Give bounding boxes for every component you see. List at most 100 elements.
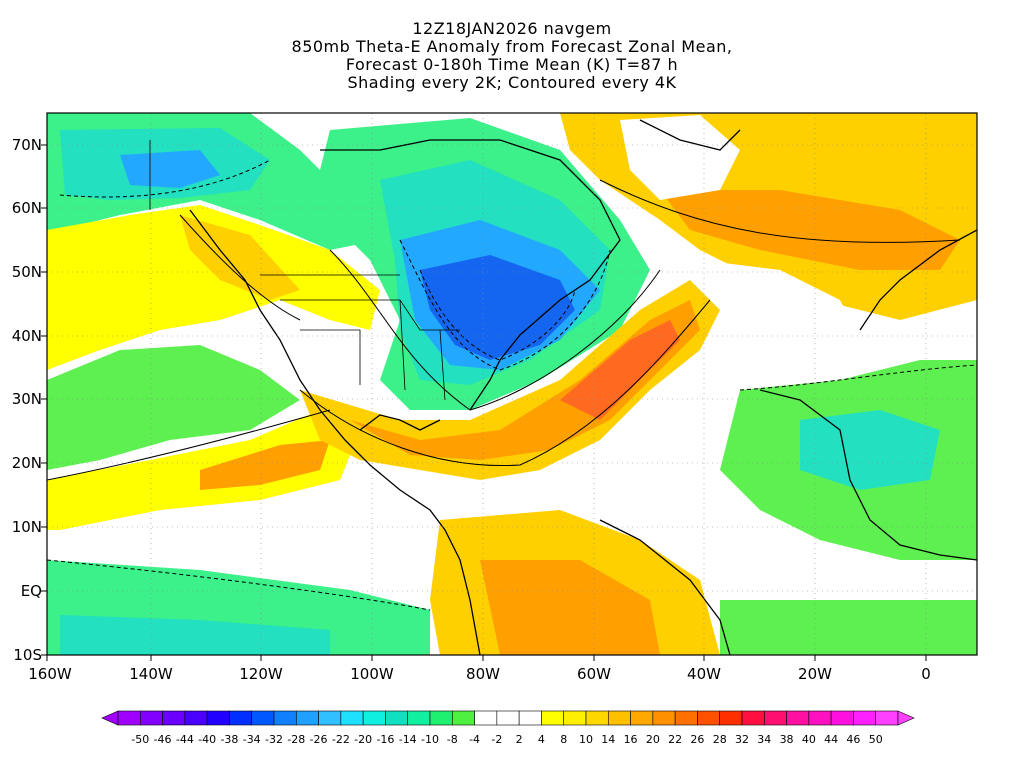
colorbar-arrow-right [897,710,915,726]
colorbar-label: -46 [154,733,172,746]
colorbar-label: 22 [668,733,682,746]
map-title: 12Z18JAN2026 navgem 850mb Theta-E Anomal… [0,20,1024,92]
colorbar-label: -32 [265,733,283,746]
colorbar-swatch [407,710,431,726]
colorbar-swatch [340,710,364,726]
north-atlantic-warm-core [660,190,960,270]
south-america-warm-core [480,560,660,655]
colorbar-label: -44 [176,733,194,746]
subtropical-pacific-warm-core [200,440,330,490]
south-atlantic-cool-belt [720,600,977,655]
colorbar-swatch [630,710,654,726]
atlantic-warm-plume-core [560,320,680,420]
state-borders [149,140,460,401]
lon-label: 120W [239,665,283,683]
colorbar-arrow-left [101,710,119,726]
contour-lines [47,159,977,611]
colorbar-label: 26 [690,733,704,746]
lon-label: 140W [129,665,173,683]
colorbar-label: 46 [846,733,860,746]
colorbar-swatch [162,710,186,726]
colorbar-label: -38 [220,733,238,746]
colorbar-label: 34 [757,733,771,746]
colorbar-swatch [496,710,520,726]
south-pacific-cool-inner [60,615,330,655]
colorbar-label: -20 [354,733,372,746]
colorbar-label: 2 [516,733,523,746]
colorbar-swatch [273,710,297,726]
colorbar-swatch [184,710,208,726]
colorbar-swatch [474,710,498,726]
colorbar-swatch [786,710,810,726]
greenland-neutral-region [620,115,740,200]
colorbar-label: -34 [243,733,261,746]
colorbar-label: -28 [287,733,305,746]
colorbar-labels: -50 -46 -44 -40 -38 -34 -32 -28 -26 -22 -20 -16 -14-… [131,733,882,746]
colorbar-swatch [139,710,163,726]
lon-label: 60W [577,665,611,683]
colorbar-label: 20 [646,733,660,746]
lat-label: 30N [12,390,42,408]
map-frame [46,112,978,656]
lat-label: 10N [12,518,42,536]
colorbar-swatch [585,710,609,726]
title-line-2: 850mb Theta-E Anomaly from Forecast Zona… [291,37,733,56]
lat-label: 50N [12,263,42,281]
western-canada-warm-band [47,205,380,370]
colorbar-label: 28 [713,733,727,746]
lon-label: 100W [350,665,394,683]
colorbar-swatch [808,710,832,726]
colorbar-label: -40 [198,733,216,746]
colorbar-swatch [697,710,721,726]
lon-label: 0 [921,665,931,683]
colorbar-label: 4 [538,733,545,746]
colorbar-label: -22 [332,733,350,746]
colorbar-swatch [875,710,899,726]
lon-label: 160W [28,665,72,683]
colorbar-swatch [607,710,631,726]
colorbar-swatch [830,710,854,726]
colorbar-label: -26 [310,733,328,746]
lon-label: 80W [466,665,500,683]
colorbar-swatch [652,710,676,726]
north-america-cold-core [420,255,575,360]
north-atlantic-neutral-gap [700,260,860,350]
colorbar-swatch [295,710,319,726]
atlantic-warm-plume [300,280,720,480]
latitude-axis: 70N 60N 50N 40N 30N 20N 10N EQ 10S [12,136,47,664]
colorbar-swatch [518,710,542,726]
colorbar-swatch [563,710,587,726]
colorbar-label: 16 [624,733,638,746]
colorbar-swatch [429,710,453,726]
colorbar-label: 38 [780,733,794,746]
africa-cool-inner [800,410,940,490]
colorbar-swatch [318,710,342,726]
colorbar-label: 40 [802,733,816,746]
alaska-cold-inner [120,150,220,188]
lon-label: 40W [687,665,721,683]
colorbar-label: 8 [560,733,567,746]
colorbar-label: -50 [131,733,149,746]
colorbar-label: -10 [421,733,439,746]
colorbar-label: -16 [376,733,394,746]
lat-label: 10S [13,646,42,664]
lat-label: 70N [12,136,42,154]
colorbar-label: 32 [735,733,749,746]
colorbar-swatch [741,710,765,726]
anomaly-field [47,113,977,655]
colorbar-label: 10 [579,733,593,746]
colorbar-swatch [451,710,475,726]
lon-label: 20W [798,665,832,683]
colorbar-swatch [251,710,275,726]
colorbar-swatch [763,710,787,726]
lat-label: EQ [21,582,42,600]
colorbar-label: -14 [399,733,417,746]
lat-label: 60N [12,199,42,217]
longitude-axis: 160W 140W 120W 100W 80W 60W 40W 20W 0 [28,655,931,683]
colorbar-label: 50 [869,733,883,746]
colorbar-swatch [229,710,253,726]
colorbar-swatch [541,710,565,726]
title-line-3: Forecast 0-180h Time Mean (K) T=87 h [345,55,679,74]
colorbar-swatch [853,710,877,726]
